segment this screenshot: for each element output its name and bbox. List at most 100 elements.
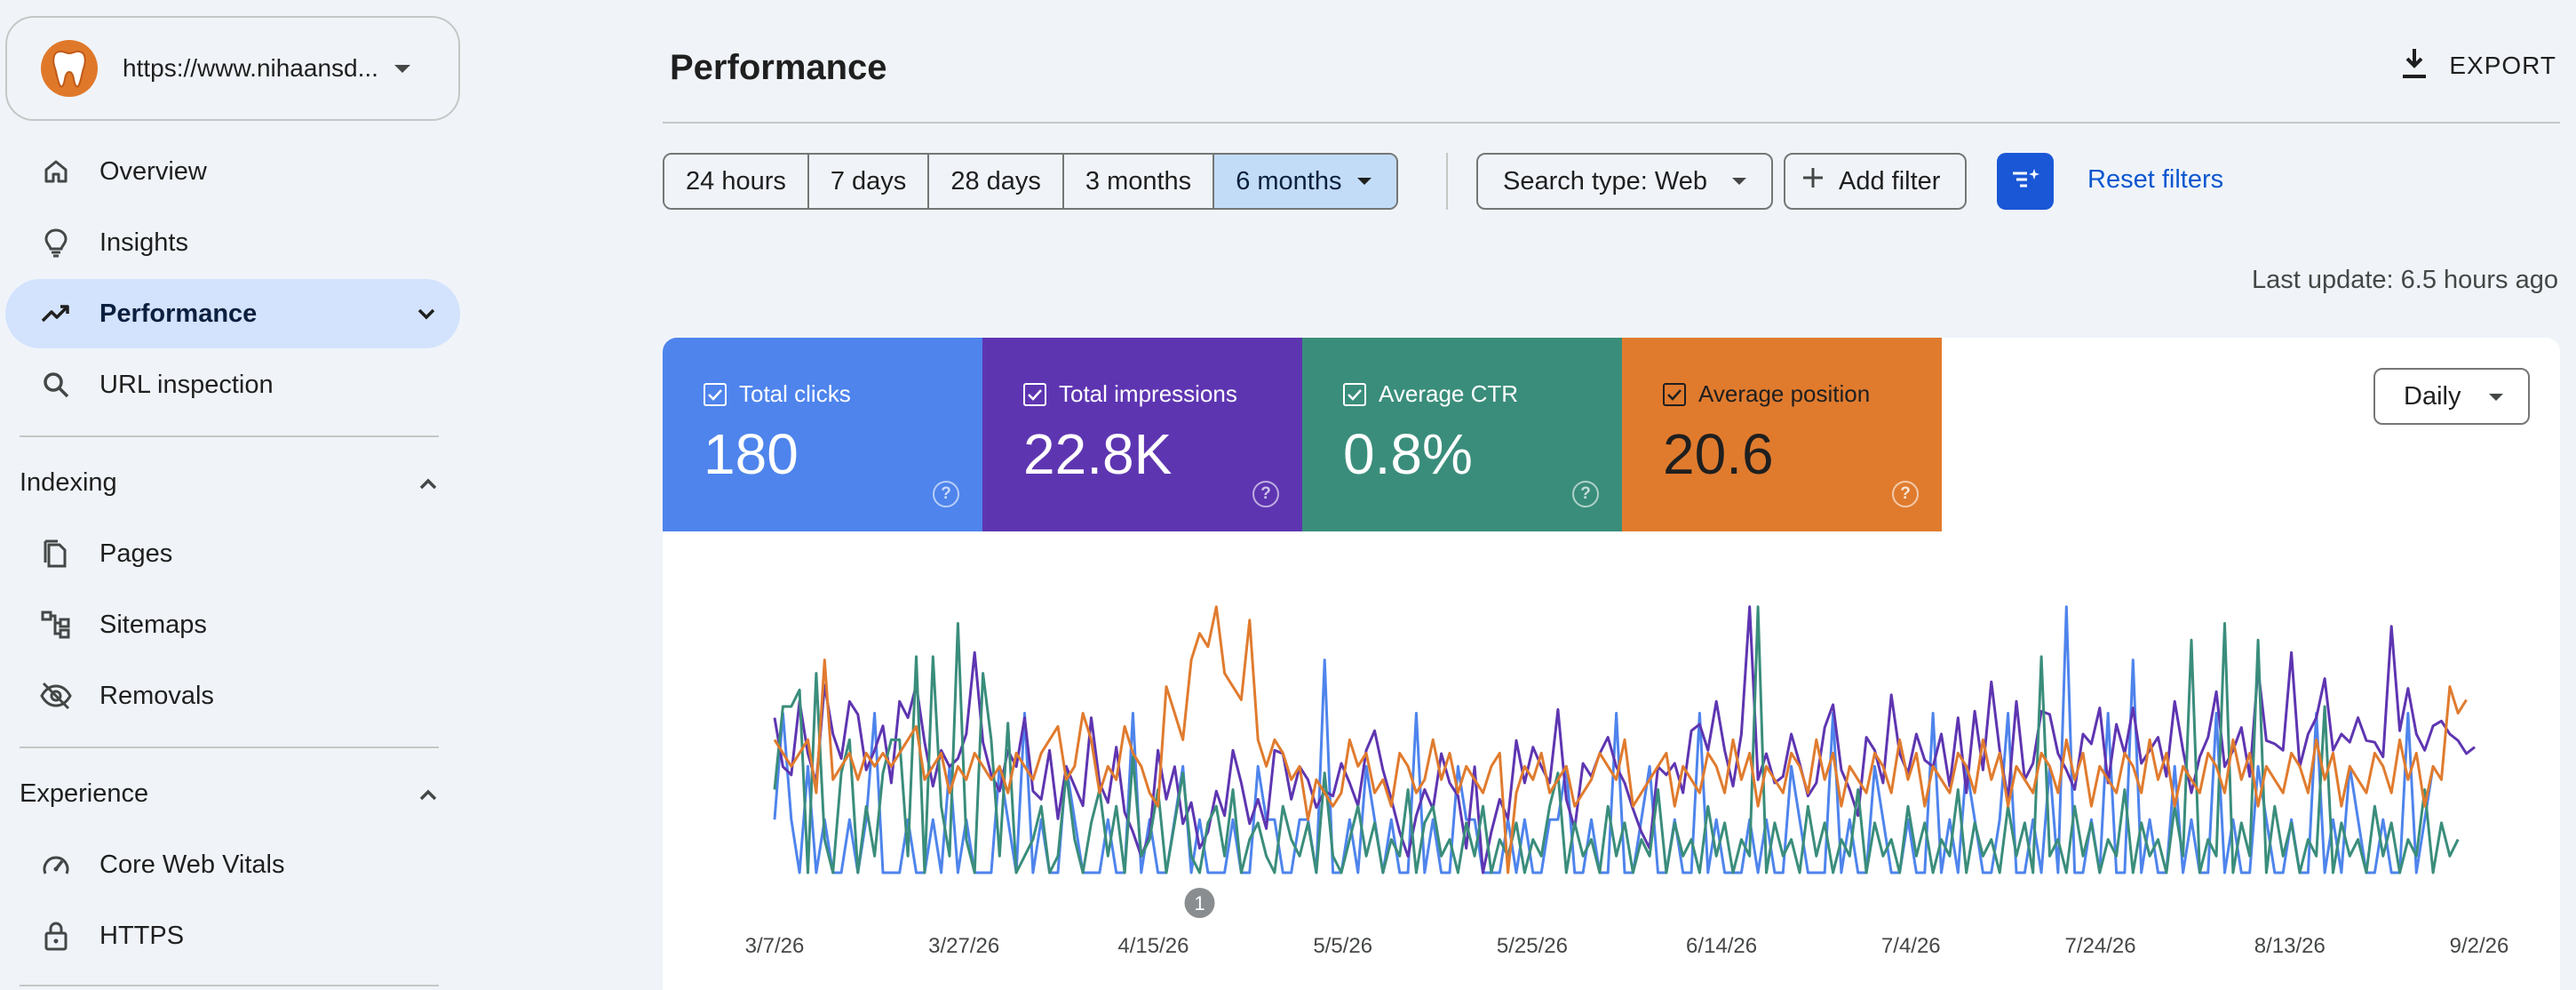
property-url: https://www.nihaansd... — [123, 54, 378, 82]
metric-label: Total clicks — [739, 380, 851, 407]
range-28-days[interactable]: 28 days — [929, 155, 1064, 208]
search-type-dropdown[interactable]: Search type: Web — [1476, 153, 1773, 210]
nav-item-removals[interactable]: Removals — [5, 661, 460, 731]
x-tick-label: 6/14/26 — [1686, 934, 1757, 958]
section-title-experience: Experience — [20, 778, 149, 808]
add-filter-button[interactable]: Add filter — [1784, 153, 1968, 210]
header-divider — [663, 122, 2560, 124]
eye-off-icon — [39, 679, 73, 713]
search-icon — [39, 368, 73, 402]
checkbox-checked-icon[interactable] — [704, 382, 727, 406]
property-dropdown-icon — [394, 64, 410, 73]
checkbox-checked-icon[interactable] — [1343, 382, 1366, 406]
help-icon[interactable]: ? — [1892, 481, 1919, 507]
nav-label-core-web-vitals: Core Web Vitals — [99, 850, 285, 879]
date-range-group: 24 hours 7 days 28 days 3 months 6 month… — [663, 153, 1399, 210]
tooth-logo-icon — [41, 40, 98, 97]
annotation-marker[interactable]: 1 — [1184, 888, 1215, 918]
nav-label-insights: Insights — [99, 228, 188, 257]
metric-average-position[interactable]: Average position 20.6 ? — [1622, 338, 1942, 531]
nav-label-url-inspection: URL inspection — [99, 370, 274, 399]
sidebar-divider — [20, 985, 439, 986]
lightbulb-icon — [39, 226, 73, 259]
metric-total-clicks[interactable]: Total clicks 180 ? — [663, 338, 982, 531]
section-indexing[interactable]: Indexing — [20, 456, 441, 509]
x-tick-label: 5/5/26 — [1313, 934, 1372, 958]
ai-filter-button[interactable] — [1997, 153, 2054, 210]
x-tick-label: 9/2/26 — [2450, 934, 2509, 958]
download-icon — [2399, 46, 2429, 84]
metric-average-ctr[interactable]: Average CTR 0.8% ? — [1302, 338, 1622, 531]
range-3-months[interactable]: 3 months — [1063, 155, 1215, 208]
section-experience[interactable]: Experience — [20, 767, 441, 820]
metric-header: Total clicks — [704, 380, 851, 408]
metric-label: Total impressions — [1059, 380, 1237, 407]
main-content: Performance EXPORT 24 hours 7 days 28 da… — [663, 0, 2576, 990]
metric-total-impressions[interactable]: Total impressions 22.8K ? — [982, 338, 1302, 531]
add-filter-label: Add filter — [1839, 166, 1941, 196]
metric-value: 20.6 — [1663, 422, 1774, 486]
home-icon — [39, 155, 73, 188]
filter-separator — [1446, 153, 1448, 210]
sidebar-divider — [20, 746, 439, 748]
metric-value: 180 — [704, 422, 799, 486]
nav-item-https[interactable]: HTTPS — [5, 901, 460, 970]
property-selector[interactable]: https://www.nihaansd... — [5, 16, 460, 121]
svg-text:1: 1 — [1194, 892, 1205, 914]
last-update-text: Last update: 6.5 hours ago — [2251, 266, 2558, 294]
reset-filters-link[interactable]: Reset filters — [2087, 165, 2224, 194]
x-tick-label: 7/24/26 — [2065, 934, 2136, 958]
nav-label-https: HTTPS — [99, 921, 185, 950]
export-button[interactable]: EXPORT — [2399, 46, 2556, 84]
help-icon[interactable]: ? — [1572, 481, 1599, 507]
sitemap-icon — [39, 608, 73, 642]
performance-chart-card: Total clicks 180 ? Total impressions 22.… — [663, 338, 2560, 990]
plus-icon — [1801, 166, 1825, 196]
metric-value: 0.8% — [1343, 422, 1473, 486]
series-line-total-impressions — [773, 605, 2476, 874]
filter-sparkle-icon — [2010, 166, 2040, 197]
search-type-dropdown-icon — [1731, 178, 1746, 185]
pages-icon — [39, 537, 73, 571]
nav-item-pages[interactable]: Pages — [5, 519, 460, 588]
metric-label: Average CTR — [1379, 380, 1519, 407]
metric-label: Average position — [1698, 380, 1871, 407]
range-24-hours[interactable]: 24 hours — [664, 155, 809, 208]
granularity-dropdown[interactable]: Daily — [2373, 368, 2530, 425]
checkbox-checked-icon[interactable] — [1023, 382, 1046, 406]
help-icon[interactable]: ? — [1252, 481, 1279, 507]
nav-item-overview[interactable]: Overview — [5, 137, 460, 206]
sidebar: https://www.nihaansd... Overview Insight… — [0, 0, 471, 990]
x-tick-label: 5/25/26 — [1497, 934, 1568, 958]
nav-label-performance: Performance — [99, 299, 258, 328]
nav-item-insights[interactable]: Insights — [5, 208, 460, 277]
metric-header: Average position — [1663, 380, 1870, 408]
page-title: Performance — [670, 48, 887, 87]
x-tick-label: 8/13/26 — [2254, 934, 2326, 958]
nav-item-url-inspection[interactable]: URL inspection — [5, 350, 460, 419]
series-line-average-position — [773, 605, 2468, 874]
export-label: EXPORT — [2449, 51, 2556, 79]
nav-item-core-web-vitals[interactable]: Core Web Vitals — [5, 830, 460, 899]
granularity-label: Daily — [2404, 381, 2461, 411]
range-selected-label: 6 months — [1236, 166, 1342, 196]
range-7-days[interactable]: 7 days — [808, 155, 930, 208]
search-type-label: Search type: Web — [1503, 166, 1707, 196]
granularity-dropdown-icon — [2489, 394, 2503, 401]
x-tick-label: 4/15/26 — [1117, 934, 1189, 958]
nav-label-pages: Pages — [99, 539, 173, 568]
help-icon[interactable]: ? — [933, 481, 959, 507]
nav-item-sitemaps[interactable]: Sitemaps — [5, 590, 460, 659]
chevron-down-icon[interactable] — [414, 301, 439, 331]
range-6-months[interactable]: 6 months — [1214, 155, 1397, 208]
metric-header: Average CTR — [1343, 380, 1518, 408]
performance-line-chart: 1 3/7/26 3/27/26 4/15/26 5/5/26 5/25/26 6/14/2… — [745, 605, 2509, 958]
nav-label-removals: Removals — [99, 681, 214, 710]
nav-label-overview: Overview — [99, 156, 207, 186]
x-tick-label: 3/27/26 — [928, 934, 999, 958]
sidebar-divider — [20, 435, 439, 437]
metric-header: Total impressions — [1023, 380, 1237, 408]
checkbox-checked-icon[interactable] — [1663, 382, 1686, 406]
nav-item-performance[interactable]: Performance — [5, 279, 460, 348]
